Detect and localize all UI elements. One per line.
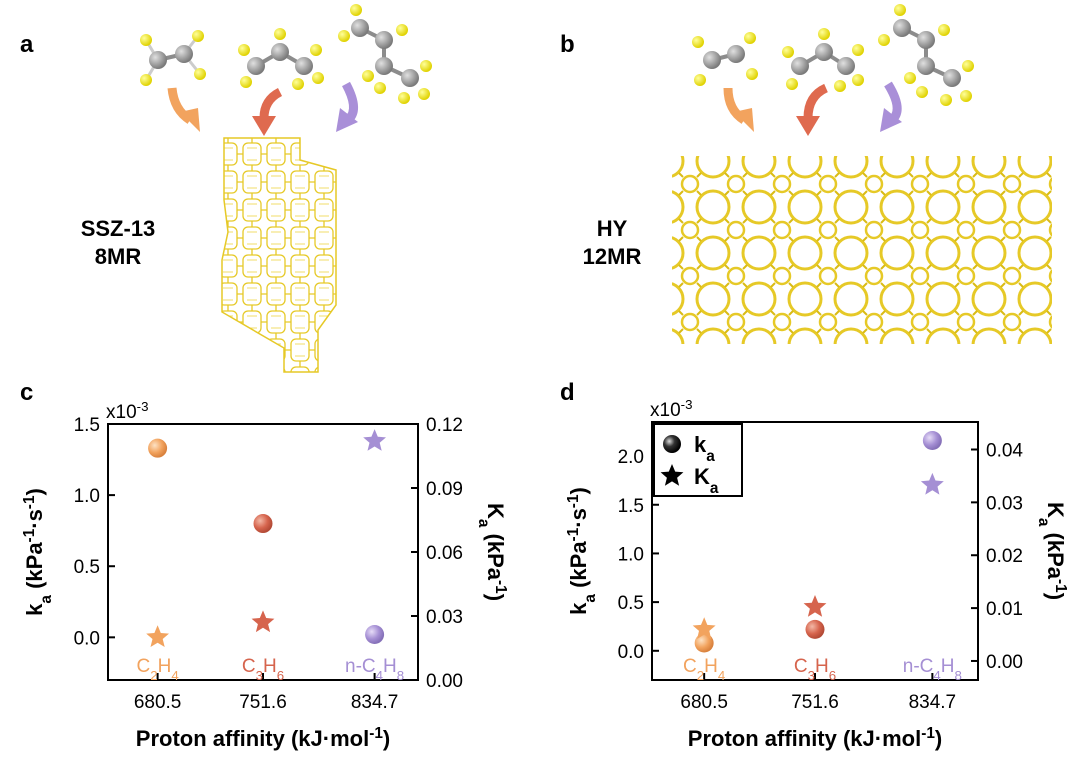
y-left-tick-label: 1.5 [74,415,100,436]
category-label: n-C4H8 [903,656,962,683]
panel-d: d 0.0 0.5 1.0 1.5 2.0 0.00 0.01 0.02 0.03 0.04 680… [560,379,1070,751]
y-left-tick-label: 2.0 [618,447,644,468]
y-right-tick-label: 0.12 [426,415,463,436]
data-point-star [251,610,275,633]
y-left-tick-label: 0.0 [74,628,100,649]
y-right-tick-label: 0.03 [986,493,1023,514]
y-right-tick-label: 0.06 [426,543,463,564]
y-right-axis-title: Ka (kPa-1) [476,503,510,601]
x-tick-label: 834.7 [351,692,399,713]
propylene-molecule-icon [782,28,864,92]
y-left-axis-title: ka (kPa-1·s-1) [21,488,55,616]
category-label: C2H4 [683,656,725,683]
data-point-sphere [922,430,942,450]
y-left-axis-title: ka (kPa-1·s-1) [565,487,599,615]
propylene-molecule-icon [238,28,324,90]
category-label: C2H4 [136,656,178,683]
x-tick-label: 680.5 [680,692,728,713]
axis-multiplier: x10-3 [650,397,692,422]
category-label: n-C4H8 [345,656,404,683]
ring-size-hy: 12MR [583,244,642,269]
panel-a: a [20,4,432,373]
y-left-tick-label: 1.0 [74,486,100,507]
data-point-sphere [365,624,385,644]
ethylene-molecule-icon [692,32,758,86]
panel-c: c 0.0 0.5 1.0 1.5 0.00 0.03 0.06 0.09 0.12 680.5 C… [20,379,510,751]
data-point-star [363,429,386,451]
hy-framework [672,156,1052,344]
legend-sphere-marker [663,435,681,453]
data-point-star [803,595,827,617]
adsorption-arrows [167,81,358,136]
y-left-tick-label: 1.5 [618,496,644,517]
ring-size-ssz13: 8MR [95,244,142,269]
category-label: C3H6 [794,656,836,683]
x-tick-label: 834.7 [909,692,957,713]
chart-c: 0.0 0.5 1.0 1.5 0.00 0.03 0.06 0.09 0.12 680.5 C2H… [21,399,510,752]
legend-label: ka [694,432,715,465]
y-right-tick-label: 0.04 [986,440,1023,461]
y-left-tick-label: 0.5 [74,557,100,578]
data-point-star [920,472,944,495]
legend-star-marker [660,464,684,486]
y-right-tick-label: 0.01 [986,599,1023,620]
x-axis-title: Proton affinity (kJ·mol-1) [688,725,942,752]
butene-molecule-icon [878,4,974,106]
legend-label: Ka [694,464,719,497]
data-point-sphere [694,633,714,653]
y-left-tick-label: 1.0 [618,544,644,565]
data-point-star [692,617,716,639]
y-right-tick-label: 0.02 [986,546,1023,567]
y-right-tick-label: 0.00 [986,652,1023,673]
category-label: C3H6 [242,656,284,683]
panel-b: b [560,4,1052,344]
y-right-axis-title: Ka (kPa-1) [1036,502,1070,600]
adsorption-arrows [723,81,902,136]
panel-a-letter: a [20,31,34,58]
zeolite-name-ssz13: SSZ-13 [81,216,156,241]
y-right-tick-label: 0.03 [426,607,463,628]
x-tick-label: 680.5 [134,692,182,713]
ssz13-framework [221,137,337,373]
axis-multiplier: x10-3 [106,399,148,424]
y-right-tick-label: 0.00 [426,671,463,692]
legend-box [653,423,743,497]
x-tick-label: 751.6 [791,692,839,713]
data-point-sphere [253,514,273,534]
data-point-sphere [805,619,825,639]
zeolite-name-hy: HY [597,216,628,241]
data-point-star [146,625,169,647]
y-right-tick-label: 0.09 [426,479,463,500]
ethylene-molecule-icon [140,30,206,86]
data-point-sphere [148,438,168,458]
panel-d-letter: d [560,379,575,406]
x-axis-title: Proton affinity (kJ·mol-1) [136,725,390,752]
chart-d: 0.0 0.5 1.0 1.5 2.0 0.00 0.01 0.02 0.03 0.04 680.5… [565,397,1070,752]
y-left-tick-label: 0.5 [618,593,644,614]
panel-c-letter: c [20,379,33,406]
y-left-tick-label: 0.0 [618,642,644,663]
butene-molecule-icon [338,4,432,104]
x-tick-label: 751.6 [239,692,287,713]
panel-b-letter: b [560,31,575,58]
